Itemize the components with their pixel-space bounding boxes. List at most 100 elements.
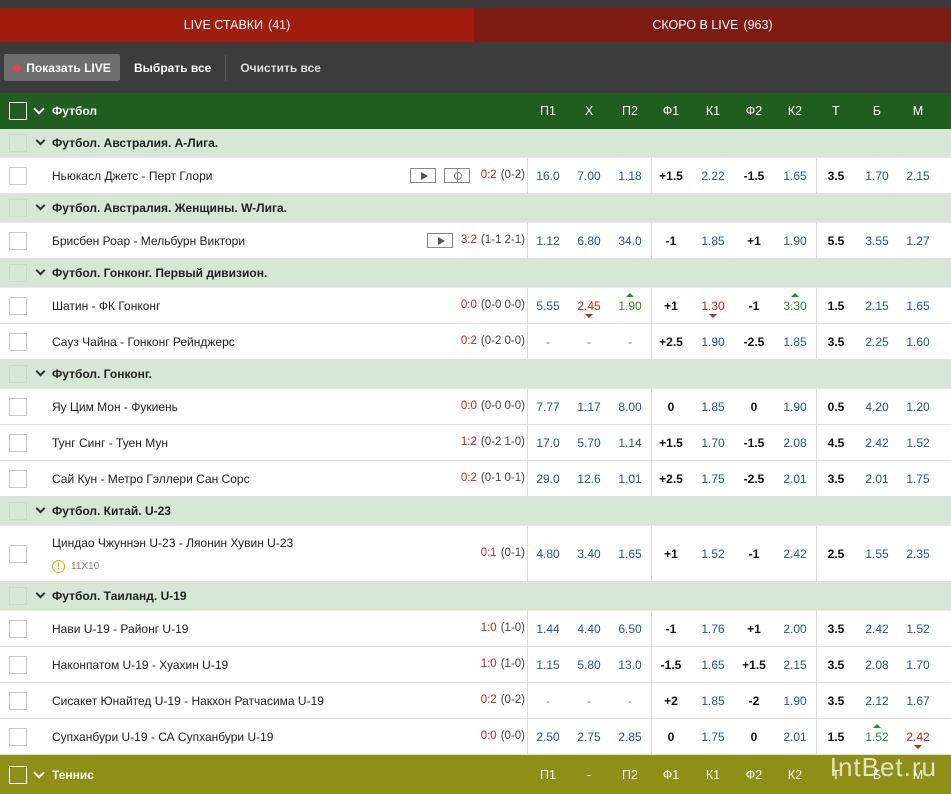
odds-cell[interactable]: 6.50 xyxy=(618,622,642,636)
event-checkbox[interactable] xyxy=(9,167,27,185)
odds-cell[interactable]: 1.90 xyxy=(783,694,807,708)
event-row[interactable]: Сай Кун - Метро Гэллери Сан Сорс 0:2 (0-1 … xyxy=(0,461,951,497)
tab-soon-live[interactable]: СКОРО В LIVE (963) xyxy=(474,8,951,42)
event-teams[interactable]: Сауз Чайна - Гонконг Рейнджерс xyxy=(52,335,235,349)
odds-cell[interactable]: 7.77 xyxy=(536,400,560,414)
odds-cell[interactable]: - xyxy=(628,335,632,349)
event-checkbox[interactable] xyxy=(9,434,27,452)
odds-cell[interactable]: 1.65 xyxy=(906,299,930,313)
odds-cell[interactable]: 1.85 xyxy=(783,335,807,349)
odds-cell[interactable]: 1.90 xyxy=(701,335,725,349)
odds-cell[interactable]: 1.65 xyxy=(618,547,642,561)
odds-cell[interactable]: 1.85 xyxy=(701,694,725,708)
odds-cell[interactable]: 2.42 xyxy=(906,730,930,744)
event-row[interactable]: Ньюкасл Джетс - Перт Глори 0:2 (0-2) 16.0 7.… xyxy=(0,158,951,194)
league-checkbox[interactable] xyxy=(9,134,27,152)
odds-cell[interactable]: 1.70 xyxy=(865,169,889,183)
odds-cell[interactable]: 3.30 xyxy=(783,299,807,313)
event-row[interactable]: Брисбен Роар - Мельбурн Виктори 3:2 (1-1 2… xyxy=(0,223,951,259)
odds-cell[interactable]: 1.52 xyxy=(701,547,725,561)
odds-cell[interactable]: 1.85 xyxy=(701,234,725,248)
odds-cell[interactable]: 2.08 xyxy=(865,658,889,672)
odds-cell[interactable]: 2.45 xyxy=(577,299,601,313)
odds-cell[interactable]: - xyxy=(546,694,550,708)
chevron-down-icon[interactable] xyxy=(35,588,46,599)
event-teams[interactable]: Супханбури U-19 - СА Супханбури U-19 xyxy=(52,730,274,744)
odds-cell[interactable]: 2.15 xyxy=(783,658,807,672)
league-header[interactable]: Футбол. Китай. U-23 xyxy=(0,497,951,525)
odds-cell[interactable]: 1.52 xyxy=(906,622,930,636)
event-row[interactable]: Супханбури U-19 - СА Супханбури U-19 0:0(… xyxy=(0,719,951,755)
sport-checkbox[interactable] xyxy=(9,765,27,784)
league-checkbox[interactable] xyxy=(9,264,27,282)
odds-cell[interactable]: 7.00 xyxy=(577,169,601,183)
event-checkbox[interactable] xyxy=(9,692,27,710)
odds-cell[interactable]: 1.75 xyxy=(701,472,725,486)
odds-cell[interactable]: 1.15 xyxy=(536,658,560,672)
event-teams[interactable]: Брисбен Роар - Мельбурн Виктори xyxy=(52,234,246,248)
chevron-down-icon[interactable] xyxy=(35,265,46,276)
odds-cell[interactable]: 1.12 xyxy=(536,234,560,248)
odds-cell[interactable]: 1.85 xyxy=(701,400,725,414)
league-header[interactable]: Футбол. Австралия. Женщины. W-Лига. xyxy=(0,194,951,222)
odds-cell[interactable]: 29.0 xyxy=(536,472,560,486)
odds-cell[interactable]: 2.01 xyxy=(783,730,807,744)
odds-cell[interactable]: 2.08 xyxy=(783,436,807,450)
odds-cell[interactable]: - xyxy=(587,694,591,708)
odds-cell[interactable]: 1.67 xyxy=(906,694,930,708)
league-header[interactable]: Футбол. Австралия. А-Лига. xyxy=(0,129,951,157)
odds-cell[interactable]: 1.75 xyxy=(906,472,930,486)
odds-cell[interactable]: 12.6 xyxy=(577,472,601,486)
odds-cell[interactable]: 5.70 xyxy=(577,436,601,450)
league-header[interactable]: Футбол. Таиланд. U-19 xyxy=(0,582,951,610)
event-teams[interactable]: Нави U-19 - Районг U-19 xyxy=(52,622,189,636)
league-checkbox[interactable] xyxy=(9,587,27,605)
event-teams[interactable]: Яу Цим Мон - Фукиень xyxy=(52,400,178,414)
event-teams[interactable]: Циндао Чжуннэн U-23 - Ляонин Хувин U-23 xyxy=(52,536,294,550)
odds-cell[interactable]: 4.20 xyxy=(865,400,889,414)
odds-cell[interactable]: 2.85 xyxy=(618,730,642,744)
league-checkbox[interactable] xyxy=(9,199,27,217)
league-header[interactable]: Футбол. Гонконг. xyxy=(0,360,951,388)
odds-cell[interactable]: 1.30 xyxy=(701,299,725,313)
event-teams[interactable]: Сай Кун - Метро Гэллери Сан Сорс xyxy=(52,472,250,486)
odds-cell[interactable]: 2.42 xyxy=(865,622,889,636)
event-teams[interactable]: Сисакет Юнайтед U-19 - Накхон Ратчасима … xyxy=(52,694,324,708)
event-row[interactable]: Наконпатом U-19 - Хуахин U-19 1:0 (1-0) 1.1… xyxy=(0,647,951,683)
odds-cell[interactable]: 2.00 xyxy=(783,622,807,636)
event-row[interactable]: Сисакет Юнайтед U-19 - Накхон Ратчасима … xyxy=(0,683,951,719)
chevron-down-icon[interactable] xyxy=(35,200,46,211)
event-checkbox[interactable] xyxy=(9,620,27,638)
odds-cell[interactable]: 1.18 xyxy=(618,169,642,183)
odds-cell[interactable]: 1.90 xyxy=(783,234,807,248)
chevron-down-icon[interactable] xyxy=(35,366,46,377)
event-row[interactable]: Сауз Чайна - Гонконг Рейнджерс 0:2 (0-2 0-… xyxy=(0,324,951,360)
chevron-down-icon[interactable] xyxy=(33,766,45,779)
odds-cell[interactable]: 1.52 xyxy=(865,730,889,744)
league-checkbox[interactable] xyxy=(9,365,27,383)
event-checkbox[interactable] xyxy=(9,297,27,315)
odds-cell[interactable]: 2.22 xyxy=(701,169,725,183)
odds-cell[interactable]: 1.20 xyxy=(906,400,930,414)
event-row[interactable]: Нави U-19 - Районг U-19 1:0 (1-0) 1.44 4.40 6… xyxy=(0,611,951,647)
chevron-down-icon[interactable] xyxy=(35,503,46,514)
odds-cell[interactable]: 4.40 xyxy=(577,622,601,636)
odds-cell[interactable]: 2.42 xyxy=(865,436,889,450)
tab-live-bets[interactable]: LIVE СТАВКИ (41) xyxy=(0,8,474,42)
odds-cell[interactable]: 1.90 xyxy=(618,299,642,313)
odds-cell[interactable]: 8.00 xyxy=(618,400,642,414)
event-checkbox[interactable] xyxy=(9,398,27,416)
odds-cell[interactable]: 1.65 xyxy=(783,169,807,183)
odds-cell[interactable]: 3.40 xyxy=(577,547,601,561)
odds-cell[interactable]: 17.0 xyxy=(536,436,560,450)
event-checkbox[interactable] xyxy=(9,545,27,563)
sport-header-tennis[interactable]: Теннис П1 - П2 Ф1 К1 Ф2 К2 Т Б М xyxy=(0,755,951,794)
event-teams[interactable]: Ньюкасл Джетс - Перт Глори xyxy=(52,169,213,183)
odds-cell[interactable]: 1.52 xyxy=(906,436,930,450)
odds-cell[interactable]: 1.27 xyxy=(906,234,930,248)
event-teams[interactable]: Наконпатом U-19 - Хуахин U-19 xyxy=(52,658,229,672)
odds-cell[interactable]: 1.01 xyxy=(618,472,642,486)
chevron-down-icon[interactable] xyxy=(35,135,46,146)
odds-cell[interactable]: - xyxy=(546,335,550,349)
odds-cell[interactable]: - xyxy=(587,335,591,349)
